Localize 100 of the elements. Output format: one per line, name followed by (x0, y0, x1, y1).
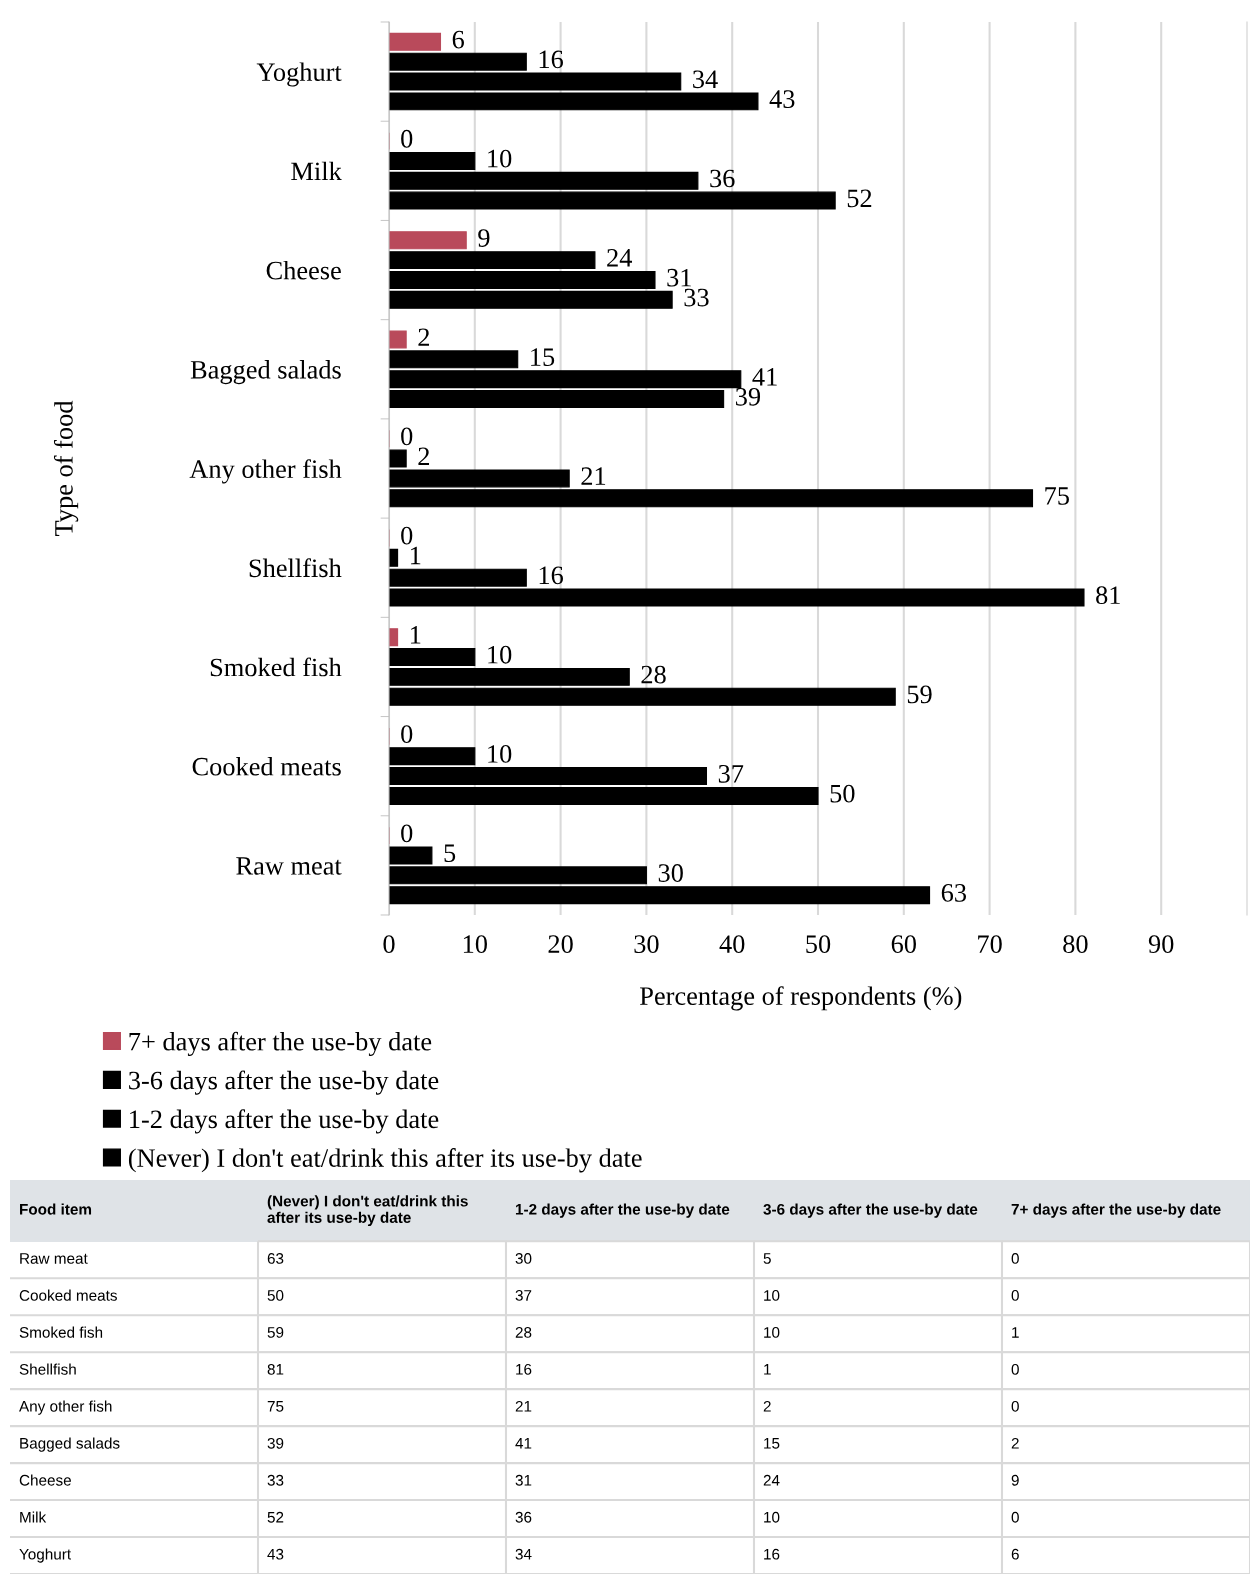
y-tick-label: Yoghurt (19, 1548, 71, 1563)
data-label: 15 (764, 1438, 780, 1449)
data-label: 52 (267, 1511, 284, 1523)
data-label: 5 (444, 844, 456, 863)
data-label: 1 (411, 546, 421, 565)
x-tick-label: 3-6 days after the use-by date (763, 1203, 978, 1218)
data-label: 1 (764, 1364, 771, 1375)
data-label: 2 (418, 328, 430, 346)
data-label: 50 (830, 784, 855, 803)
data-label: 34 (693, 70, 718, 89)
data-label: 24 (763, 1474, 780, 1486)
data-label: 0 (401, 427, 413, 446)
data-label: 10 (764, 1326, 780, 1338)
x-tick-label: 1-2 days after the use-by date (515, 1203, 730, 1218)
x-tick-label: 80 (1063, 935, 1088, 954)
x-tick-label: 30 (634, 935, 659, 954)
legend-label: 7+ days after the use-by date (129, 1031, 432, 1057)
data-label: 16 (516, 1363, 532, 1375)
data-label: 0 (1011, 1290, 1019, 1301)
data-label: 0 (1011, 1253, 1019, 1264)
y-tick-label: Cheese (19, 1474, 71, 1486)
data-label: 1 (1012, 1327, 1019, 1338)
data-label: 31 (667, 268, 691, 287)
data-label: 10 (764, 1511, 780, 1523)
data-label: 41 (515, 1438, 532, 1449)
data-label: 6 (1011, 1548, 1019, 1560)
y-tick-label: Shellfish (19, 1363, 76, 1375)
data-label: 0 (1011, 1363, 1019, 1375)
data-label: 75 (1045, 487, 1069, 505)
legend-label: 3-6 days after the use-by date (129, 1070, 439, 1095)
y-tick-label: Cooked meats (19, 1289, 117, 1301)
data-label: 6 (452, 30, 464, 49)
y-tick-label: Milk (20, 1511, 47, 1523)
y-tick-label: Raw meat (236, 857, 342, 875)
x-tick-label: 50 (806, 935, 831, 954)
data-label: 43 (769, 90, 795, 108)
data-label: 28 (641, 665, 666, 684)
data-label: 2 (418, 447, 430, 465)
data-label: 0 (401, 725, 413, 744)
y-tick-label: Any other fish (189, 459, 342, 484)
data-label: 63 (267, 1253, 284, 1264)
data-label: 0 (401, 129, 413, 148)
legend-label: 1-2 days after the use-by date (130, 1109, 439, 1134)
data-label: 36 (710, 169, 735, 188)
data-label: 33 (684, 288, 709, 307)
data-label: 16 (539, 50, 563, 69)
text: Food item (20, 1203, 92, 1215)
data-label: 59 (907, 685, 932, 704)
data-label: 0 (1011, 1400, 1019, 1412)
data-label: 10 (764, 1290, 780, 1301)
data-label: 63 (941, 884, 967, 902)
data-label: 41 (752, 368, 777, 386)
data-label: 39 (735, 387, 761, 406)
data-label: 0 (1011, 1511, 1019, 1523)
x-tick-label: 20 (548, 935, 573, 954)
data-label: 2 (1011, 1437, 1019, 1449)
data-label: 2 (763, 1400, 771, 1412)
data-label: 21 (515, 1400, 532, 1412)
y-tick-label: Smoked fish (19, 1326, 103, 1338)
x-tick-label: 10 (463, 935, 487, 954)
data-label: 0 (401, 824, 413, 843)
data-label: 31 (515, 1474, 532, 1486)
x-axis-title: Percentage of respondents (%) (640, 986, 962, 1011)
data-label: 28 (515, 1326, 532, 1338)
data-label: 5 (763, 1253, 771, 1264)
data-label: 16 (764, 1548, 780, 1560)
data-label: 30 (515, 1253, 532, 1264)
x-tick-label: 40 (719, 935, 745, 954)
data-label: 24 (607, 249, 633, 267)
data-label: 10 (488, 745, 512, 763)
data-label: 33 (267, 1474, 284, 1486)
data-label: 30 (658, 864, 683, 882)
data-label: 15 (531, 348, 555, 366)
x-tick-label: 90 (1148, 935, 1174, 954)
data-label: 59 (267, 1326, 284, 1338)
data-label: 10 (488, 645, 512, 664)
y-tick-label: Milk (291, 161, 342, 180)
y-tick-label: Bagged salads (20, 1437, 120, 1452)
y-tick-label: Cheese (266, 260, 341, 280)
x-tick-label: (Never) I don't eat/drink this after its use-by date (267, 1195, 468, 1226)
data-label: 36 (515, 1511, 532, 1523)
legend-label: (Never) I don't eat/drink this after its use-by date (128, 1148, 642, 1173)
y-tick-label: Shellfish (249, 558, 342, 578)
data-label: 1 (411, 626, 421, 644)
y-tick-label: Cooked meats (192, 757, 341, 776)
data-label: 39 (267, 1437, 284, 1449)
y-tick-label: Yoghurt (256, 62, 342, 87)
data-label: 9 (478, 229, 490, 247)
data-label: 21 (581, 467, 606, 485)
y-tick-label: Smoked fish (210, 657, 342, 677)
x-tick-label: 70 (978, 935, 1002, 954)
data-label: 81 (267, 1363, 284, 1375)
data-label: 37 (515, 1290, 532, 1301)
data-label: 10 (488, 149, 512, 168)
data-label: 0 (401, 526, 413, 545)
data-label: 16 (539, 566, 563, 585)
data-label: 9 (1011, 1474, 1019, 1486)
data-label: 43 (267, 1548, 284, 1560)
data-label: 50 (267, 1290, 284, 1301)
x-tick-label: 60 (891, 935, 916, 954)
